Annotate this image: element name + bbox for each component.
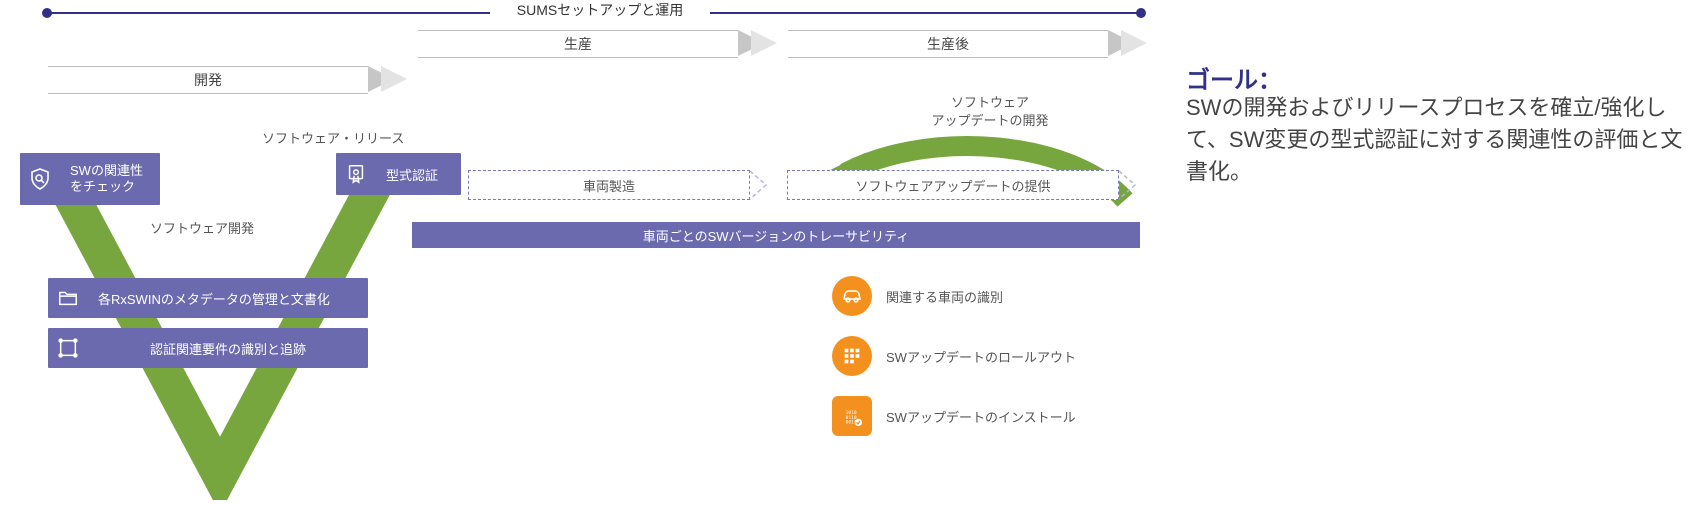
sw-dev-label: ソフトウェア開発 (150, 218, 254, 237)
sw-update-dev-label-2: アップデートの開発 (920, 110, 1060, 129)
timeline-top-label: SUMSセットアップと運用 (490, 0, 710, 20)
sw-release-label: ソフトウェア・リリース (262, 128, 404, 147)
box-check-relevance: SWの関連性をチェック (20, 153, 160, 205)
box-sw-update-supply-arrowhead (1117, 169, 1139, 206)
box-type-approval: 型式認証 (336, 153, 461, 195)
orange-item-2: 1010 0110 0011 SWアップデートのインストール (832, 396, 1076, 436)
box-sw-update-supply: ソフトウェアアップデートの提供 (787, 170, 1119, 200)
phase-production-chevron (738, 30, 777, 56)
orange-item-0-label: 関連する車両の識別 (886, 287, 1003, 306)
bar-traceability: 車両ごとのSWバージョンのトレーサビリティ (412, 222, 1140, 248)
box-vehicle-mfg-label: 車両製造 (583, 176, 635, 195)
box-vehicle-mfg: 車両製造 (468, 170, 750, 200)
phase-development-label: 開発 (194, 70, 222, 90)
box-cert-req-label: 認証関連要件の識別と追跡 (88, 339, 368, 358)
shield-search-icon (20, 159, 60, 199)
box-vehicle-mfg-arrowhead (748, 169, 770, 206)
diagram-stage: SUMSセットアップと運用 生産 生産後 開発 ソフトウェア・リリース ソフトウ… (0, 0, 1694, 510)
folder-icon (48, 278, 88, 318)
box-type-approval-label: 型式認証 (376, 165, 448, 184)
frame-icon (48, 328, 88, 368)
phase-production-label: 生産 (564, 34, 592, 54)
box-sw-update-supply-label: ソフトウェアアップデートの提供 (855, 176, 1050, 195)
binary-file-icon: 1010 0110 0011 (832, 396, 872, 436)
certificate-icon (336, 154, 376, 194)
timeline-dot-right (1136, 8, 1146, 18)
box-check-relevance-label: SWの関連性をチェック (60, 163, 160, 196)
goal-text: SWの開発およびリリースプロセスを確立/強化して、SW変更の型式認証に対する関連… (1186, 92, 1686, 188)
phase-post-production: 生産後 (788, 30, 1108, 58)
grid-icon (832, 336, 872, 376)
phase-development: 開発 (48, 66, 368, 94)
phase-development-chevron (368, 66, 407, 92)
car-icon (832, 276, 872, 316)
box-cert-req: 認証関連要件の識別と追跡 (48, 328, 368, 368)
box-metadata: 各RxSWINのメタデータの管理と文書化 (48, 278, 368, 318)
phase-post-production-label: 生産後 (927, 34, 969, 54)
bar-traceability-label: 車両ごとのSWバージョンのトレーサビリティ (643, 226, 910, 245)
orange-item-2-label: SWアップデートのインストール (886, 407, 1076, 426)
phase-post-production-chevron (1108, 30, 1147, 56)
sw-update-dev-label-1: ソフトウェア (920, 92, 1060, 111)
orange-item-1: SWアップデートのロールアウト (832, 336, 1076, 376)
phase-production: 生産 (418, 30, 738, 58)
orange-item-1-label: SWアップデートのロールアウト (886, 347, 1076, 366)
orange-item-0: 関連する車両の識別 (832, 276, 1003, 316)
box-metadata-label: 各RxSWINのメタデータの管理と文書化 (88, 289, 340, 308)
goal-heading: ゴール： (1186, 60, 1282, 95)
